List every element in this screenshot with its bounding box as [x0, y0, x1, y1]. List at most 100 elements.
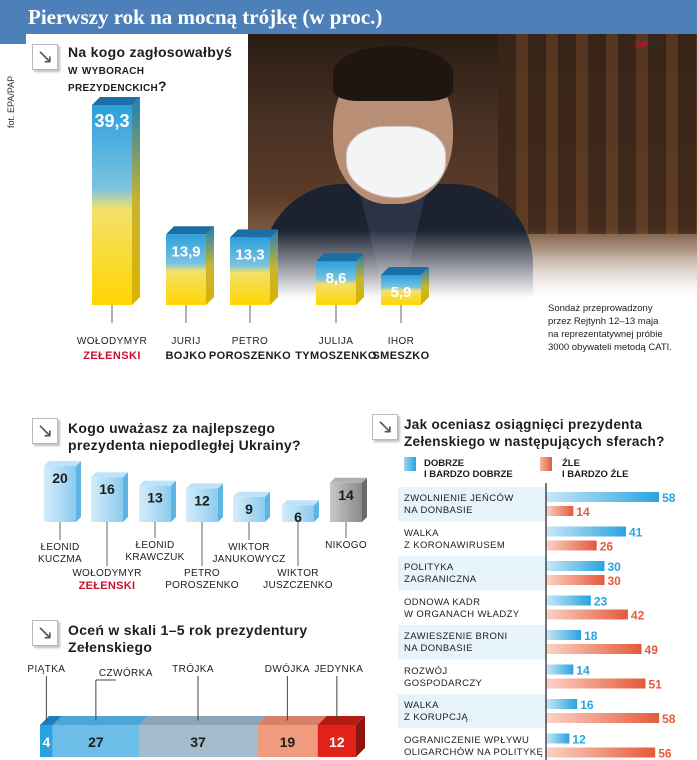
q4-bar-positive	[546, 733, 570, 744]
q4-title-line-1: Jak oceniasz osiągnięci prezydenta	[404, 417, 643, 432]
q4-value-positive: 30	[608, 560, 622, 574]
q1-candidate-surname: Zełenski	[83, 350, 141, 362]
logo-mark: ©P	[634, 40, 649, 51]
q4-value-negative: 14	[576, 505, 590, 519]
q1-title-line-3: prezydenckich?	[68, 78, 167, 94]
q3-segment-value: 4	[42, 734, 50, 750]
q2-label-line: Zełenski	[78, 580, 136, 592]
q4-bar-positive	[546, 526, 626, 537]
q4-category-label: oligarchów na politykę	[404, 746, 544, 758]
q1-bar-value: 13,3	[235, 246, 264, 263]
q2-bar	[282, 505, 314, 522]
arrow-icon: ↘	[32, 418, 58, 444]
q1-bar-value: 39,3	[94, 111, 129, 131]
q2-label-line: Kuczma	[37, 554, 83, 565]
q2-bar-top	[330, 477, 367, 483]
q2-bar-side	[218, 483, 223, 522]
legend-negative: źle i bardzo źle	[562, 458, 629, 480]
q2-bar	[233, 496, 265, 522]
q2-bar-value: 6	[294, 509, 302, 525]
q2-label-line: Janukowycz	[212, 554, 286, 565]
q1-bar-top	[316, 253, 364, 262]
q2-title: Kogo uważasz za najlepszego prezydenta n…	[68, 420, 301, 454]
q4-bar-negative	[546, 747, 656, 758]
q3-segment-value: 27	[88, 734, 104, 750]
q2-bar	[139, 485, 171, 522]
q3-bar-side	[356, 716, 365, 757]
q4-category-label: rozwój	[404, 665, 448, 677]
survey-note: Sondaż przeprowadzony przez Rejtynh 12–1…	[548, 302, 672, 354]
q4-category-label: zwolnienie jeńców	[404, 493, 514, 504]
q4-row-bg	[398, 487, 546, 522]
q2-bar-side	[314, 500, 319, 522]
q4-category-label: na Donbasie	[404, 643, 473, 654]
q2-label-line: Poroszenko	[165, 580, 239, 591]
legend-negative-line-2: i bardzo źle	[562, 469, 629, 480]
q4-category-label: zawieszenie broni	[404, 631, 508, 642]
q4-bar-positive	[546, 561, 605, 571]
q2-bar-top	[186, 483, 223, 489]
pap-logo: ©P NS	[634, 40, 665, 51]
q4-value-positive: 16	[580, 698, 594, 712]
q4-value-negative: 42	[631, 609, 645, 623]
q4-category-label: zagraniczna	[404, 574, 477, 585]
q1-candidate-first-name: Ihor	[387, 336, 415, 347]
q2-label-line: Krawczuk	[125, 552, 185, 563]
q2-bar-side	[123, 472, 128, 522]
q4-category-label: z koronawirusem	[404, 539, 506, 551]
q1-bar-side	[270, 229, 278, 305]
q4-row-bg	[398, 625, 546, 660]
q1-bar-value: 13,9	[171, 243, 200, 260]
q3-segment-top	[52, 716, 148, 725]
q4-value-positive: 23	[594, 595, 608, 609]
q1-bar	[316, 261, 356, 305]
q4-category-label: w organach władzy	[404, 608, 520, 620]
q4-value-positive: 14	[576, 664, 590, 678]
legend-positive: dobrze i bardzo dobrze	[424, 458, 513, 480]
q4-bar-positive	[546, 492, 660, 502]
q1-bar-top	[92, 97, 140, 105]
q1-candidate-surname: Smeszko	[372, 350, 430, 362]
q3-segment-value: 19	[280, 734, 296, 750]
q1-bar	[166, 234, 206, 305]
q1-bar	[230, 237, 270, 305]
q2-chart: 20 16 13 12 9 6 14	[44, 461, 367, 566]
q1-candidate-first-name: Petro	[231, 336, 269, 347]
q3-title: Oceń w skali 1–5 rok prezydentury Zełens…	[68, 622, 307, 656]
q1-bar-top	[166, 226, 214, 235]
q2-label-line: Wołodymyr	[72, 568, 142, 579]
q4-bar-negative	[546, 540, 597, 551]
q1-candidate-first-name: Jurij	[171, 336, 201, 347]
q2-label-line: Wiktor	[277, 568, 319, 579]
q2-bar-value: 13	[147, 490, 163, 506]
survey-note-line-1: Sondaż przeprowadzony	[548, 303, 653, 314]
survey-note-line-3: na reprezentatywnej próbie	[548, 329, 663, 340]
arrow-icon: ↘	[372, 414, 398, 440]
q3-segment-top	[257, 716, 327, 725]
q2-bar	[91, 477, 123, 522]
q4-value-positive: 41	[629, 526, 643, 540]
q3-segment-top	[138, 716, 267, 725]
q1-chart: 39,3 13,9 13,3 8,6 5,9	[92, 97, 429, 323]
q3-segment	[257, 725, 318, 757]
legend-positive-line-2: i bardzo dobrze	[424, 469, 513, 480]
q2-title-line-2: prezydenta niepodległej Ukrainy?	[68, 437, 301, 453]
legend-positive-swatch	[404, 457, 416, 471]
q4-category-label: gospodarczy	[404, 677, 483, 689]
q4-title: Jak oceniasz osiągnięci prezydenta Zełen…	[404, 416, 665, 450]
q4-bar-negative	[546, 644, 642, 654]
q1-candidate-surname: Tymoszenko	[295, 350, 377, 362]
photo-mask	[346, 126, 446, 198]
q3-segment-top	[317, 716, 365, 725]
q4-bar-negative	[546, 713, 660, 723]
q3-chart: 4 PIĄTKA 27 CZWÓRKA 37 TRÓJKA 19 DWÓJKA 12 JEDYNK…	[27, 662, 365, 757]
legend-negative-line-1: źle	[562, 458, 580, 469]
q1-bar	[381, 274, 421, 305]
q2-bar	[330, 482, 362, 522]
q1-candidate-surname: Poroszenko	[208, 350, 292, 362]
q4-value-positive: 58	[662, 491, 676, 505]
q1-bar-top	[230, 229, 278, 238]
q4-category-label: z korupcją	[404, 712, 469, 723]
legend-positive-line-1: dobrze	[424, 458, 465, 469]
